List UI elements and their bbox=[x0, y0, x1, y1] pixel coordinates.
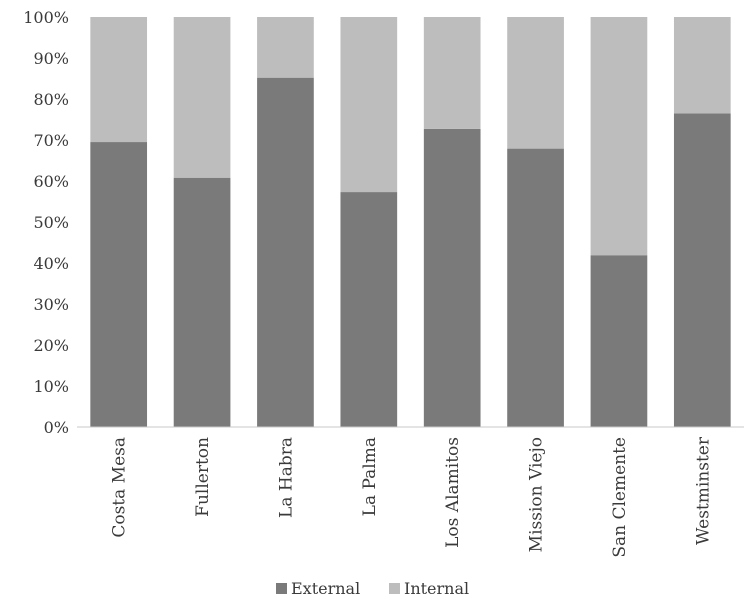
y-axis-ticks: 0% 10% 20% 30% 40% 50% 60% 70% 80% 90% 100% bbox=[23, 8, 69, 437]
legend-swatch-external bbox=[276, 583, 287, 594]
x-tick-label: Costa Mesa bbox=[110, 437, 130, 538]
bar-external-mission-viejo bbox=[507, 148, 564, 428]
y-tick-label: 0% bbox=[44, 418, 69, 437]
x-tick-label: Westminster bbox=[693, 436, 713, 545]
x-tick-label: Mission Viejo bbox=[527, 437, 547, 552]
bar-internal-la-palma bbox=[340, 17, 398, 193]
legend-label-internal: Internal bbox=[404, 579, 469, 598]
bar-internal-los-alamitos bbox=[423, 17, 481, 129]
y-tick-label: 10% bbox=[33, 377, 69, 396]
bar-internal-san-clemente bbox=[590, 17, 648, 256]
x-tick-label: La Habra bbox=[276, 437, 296, 518]
y-tick-label: 40% bbox=[33, 254, 69, 273]
x-tick-label: La Palma bbox=[360, 437, 380, 516]
x-tick-label: San Clemente bbox=[610, 437, 630, 558]
y-tick-label: 80% bbox=[33, 90, 69, 109]
legend-swatch-internal bbox=[389, 583, 400, 594]
bar-internal-fullerton bbox=[173, 17, 231, 178]
bar-external-westminster bbox=[673, 113, 731, 427]
legend-label-external: External bbox=[291, 579, 360, 598]
y-tick-label: 70% bbox=[33, 131, 69, 150]
y-tick-label: 30% bbox=[33, 295, 69, 314]
bar-external-san-clemente bbox=[590, 255, 648, 427]
bars bbox=[90, 17, 731, 428]
y-tick-label: 90% bbox=[33, 49, 69, 68]
y-tick-label: 50% bbox=[33, 213, 69, 232]
bar-internal-westminster bbox=[673, 17, 731, 114]
bar-external-costa-mesa bbox=[90, 142, 148, 428]
bar-internal-costa-mesa bbox=[90, 17, 148, 143]
bar-internal-la-habra bbox=[257, 17, 314, 78]
bar-external-la-palma bbox=[340, 192, 398, 427]
y-tick-label: 20% bbox=[33, 336, 69, 355]
y-tick-label: 100% bbox=[23, 8, 69, 27]
x-tick-label: Los Alamitos bbox=[443, 437, 463, 548]
x-axis-ticks: Costa Mesa Fullerton La Habra La Palma Los A… bbox=[110, 436, 714, 558]
bar-external-la-habra bbox=[257, 77, 314, 428]
bar-internal-mission-viejo bbox=[507, 17, 564, 149]
bar-external-los-alamitos bbox=[423, 128, 481, 427]
bar-external-fullerton bbox=[173, 177, 231, 427]
legend: External Internal bbox=[276, 579, 469, 598]
x-tick-label: Fullerton bbox=[193, 437, 213, 517]
y-tick-label: 60% bbox=[33, 172, 69, 191]
